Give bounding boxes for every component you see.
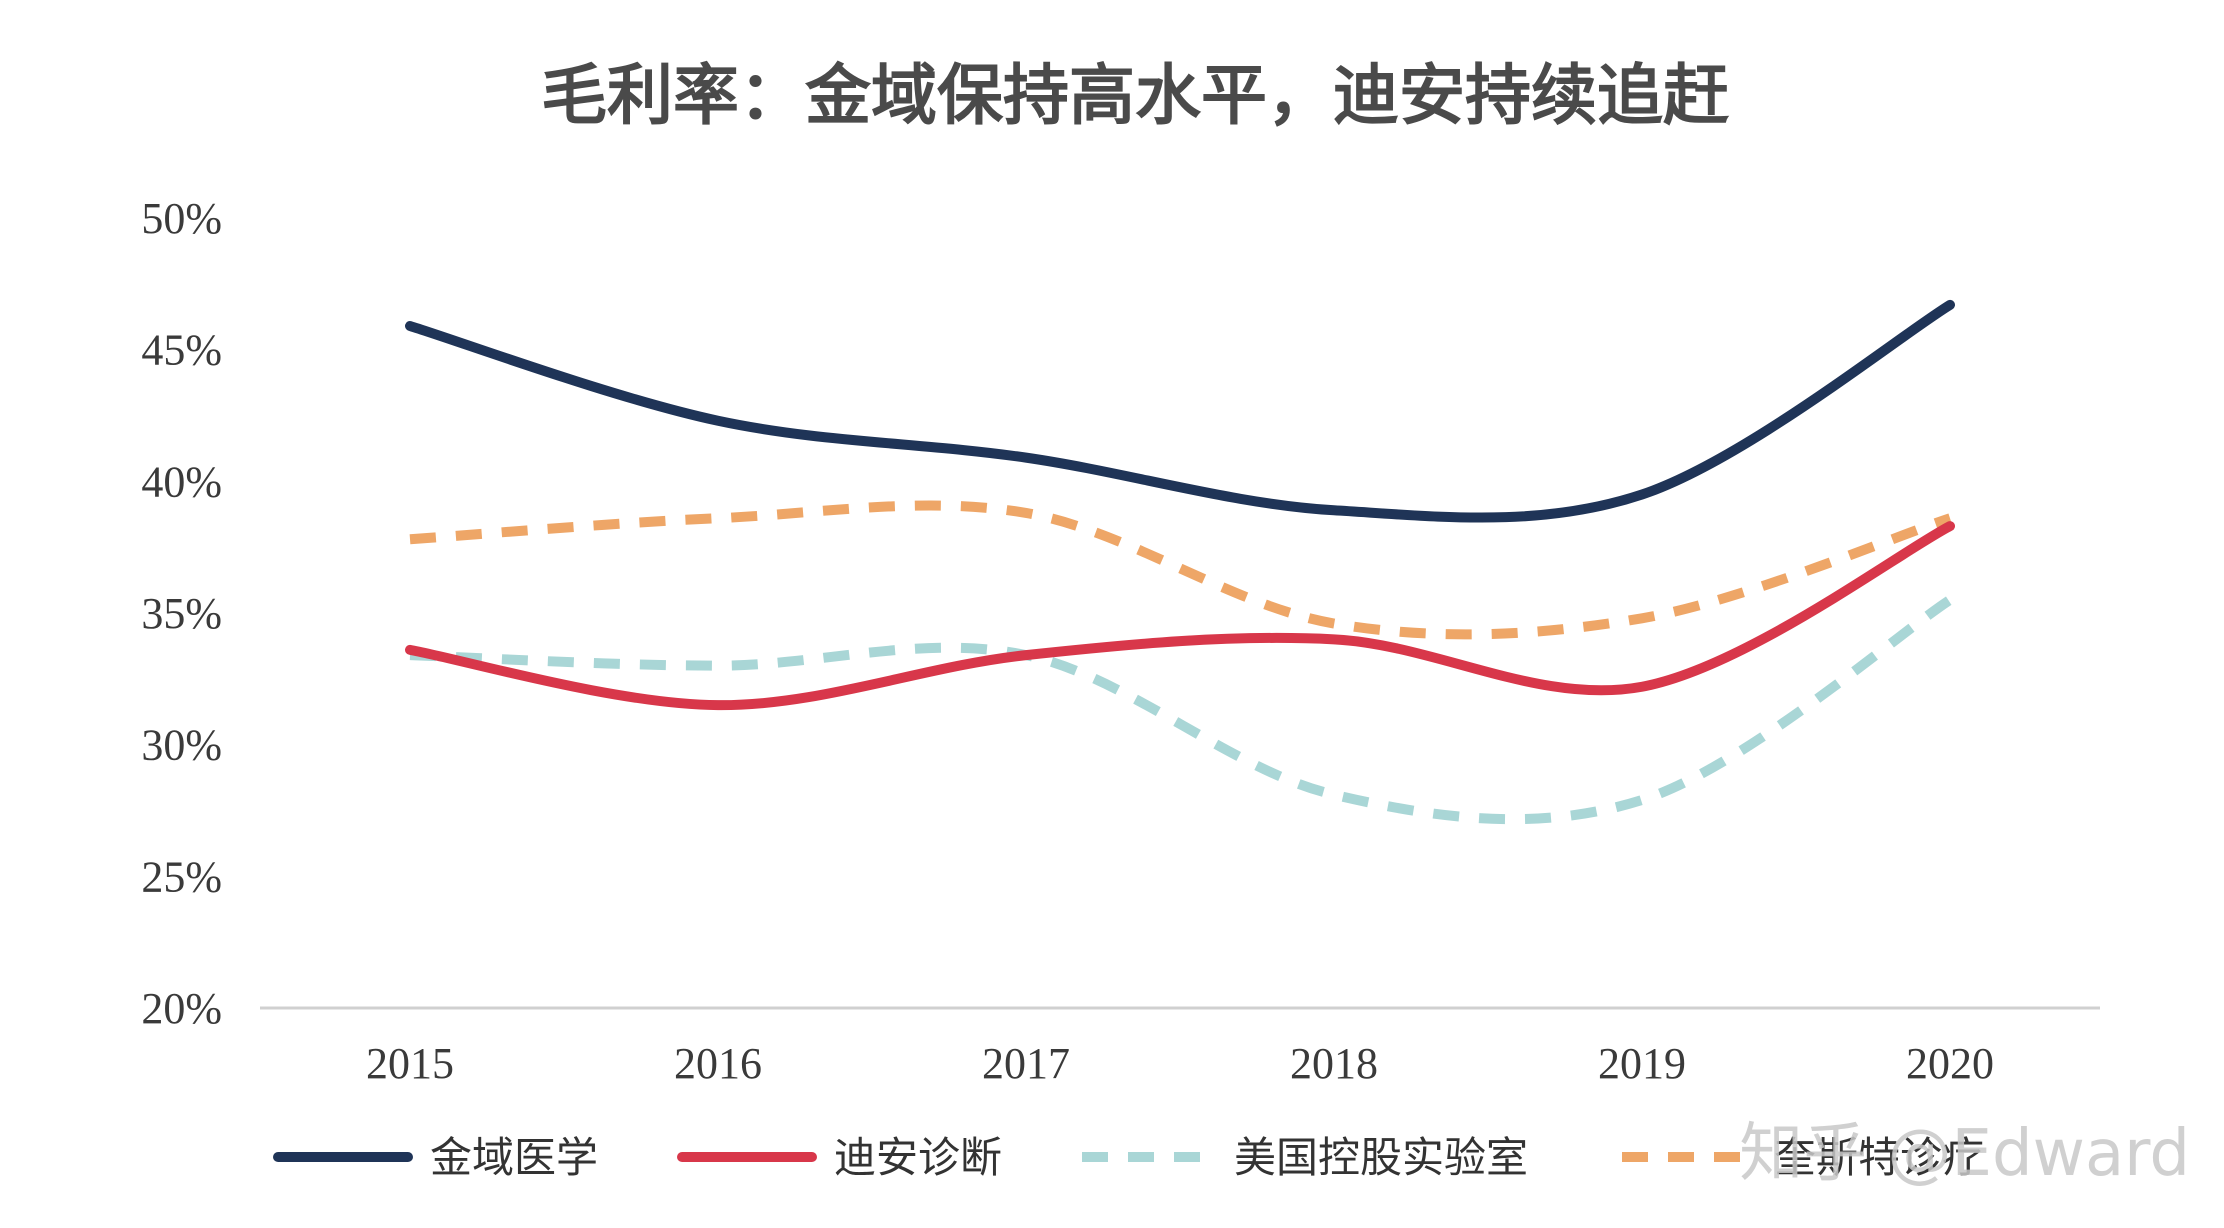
chart-title: 毛利率：金域保持高水平，迪安持续追赶 xyxy=(541,57,1730,134)
legend: 金域医学 迪安诊断 美国控股实验室 奎斯特诊疗 xyxy=(273,1133,1984,1182)
x-tick-label: 2016 xyxy=(674,1039,762,1088)
y-tick-label: 20% xyxy=(141,984,222,1033)
x-tick-label: 2017 xyxy=(982,1039,1070,1088)
x-axis-ticks: 2015 2016 2017 2018 2019 2020 xyxy=(366,1039,1994,1088)
legend-label: 奎斯特诊疗 xyxy=(1774,1133,1984,1182)
y-axis-ticks: 20% 25% 30% 35% 40% 45% 50% xyxy=(141,194,222,1033)
series-line-3 xyxy=(409,595,1953,825)
series-line-4 xyxy=(409,500,1952,640)
series-lines xyxy=(405,299,1955,825)
x-tick-label: 2020 xyxy=(1906,1039,1994,1088)
y-tick-label: 50% xyxy=(141,194,222,243)
y-tick-label: 30% xyxy=(141,721,222,770)
y-tick-label: 25% xyxy=(141,852,222,901)
watermark: 知乎 @Edward xyxy=(1739,1117,2190,1191)
x-tick-label: 2018 xyxy=(1290,1039,1378,1088)
legend-label: 金域医学 xyxy=(430,1133,598,1182)
legend-label: 迪安诊断 xyxy=(834,1133,1002,1182)
series-line-2 xyxy=(405,521,1955,711)
series-line-1 xyxy=(405,299,1955,523)
y-tick-label: 40% xyxy=(141,457,222,506)
x-tick-label: 2019 xyxy=(1598,1039,1686,1088)
x-tick-label: 2015 xyxy=(366,1039,454,1088)
y-tick-label: 45% xyxy=(141,326,222,375)
legend-label: 美国控股实验室 xyxy=(1234,1133,1528,1182)
y-tick-label: 35% xyxy=(141,589,222,638)
